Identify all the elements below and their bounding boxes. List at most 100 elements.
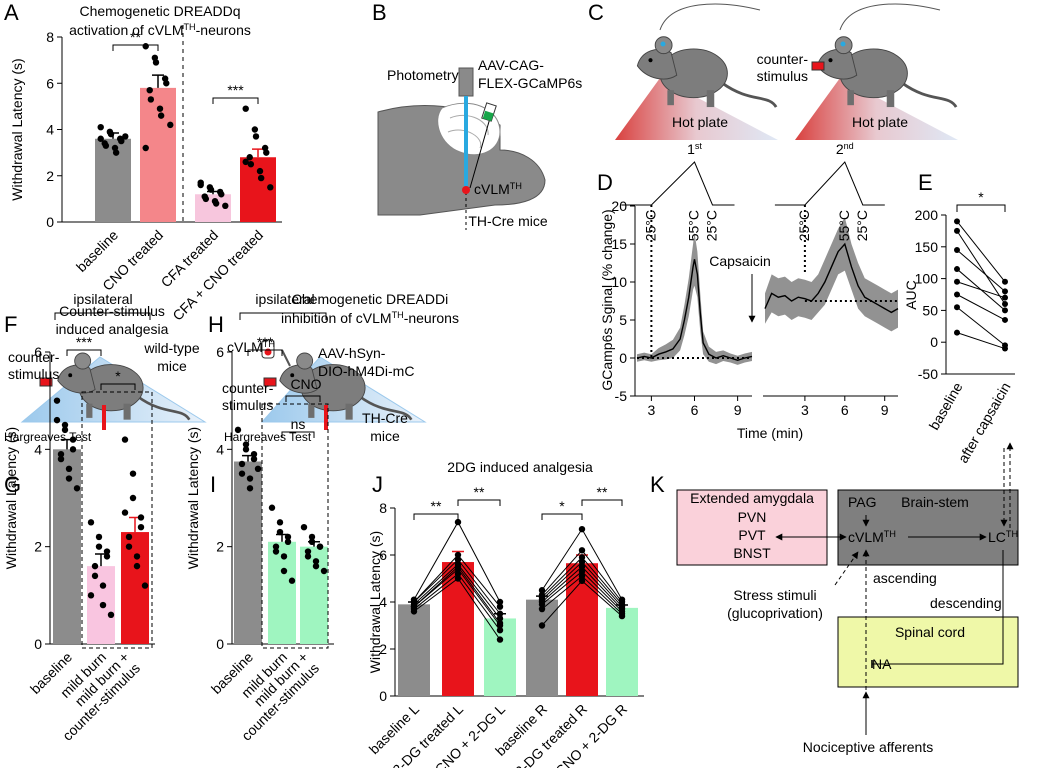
y-axis-label: Withdrawal Latency (s) bbox=[367, 531, 383, 673]
data-point bbox=[91, 562, 99, 570]
segment-label: 1st bbox=[687, 141, 702, 157]
panel-label: J bbox=[372, 472, 383, 497]
x-tick-label: 9 bbox=[734, 402, 742, 418]
data-point bbox=[156, 105, 164, 112]
bracket bbox=[54, 312, 151, 320]
data-point bbox=[147, 96, 155, 103]
data-point bbox=[276, 528, 284, 536]
data-point bbox=[247, 160, 255, 168]
data-point bbox=[256, 167, 264, 175]
data-point bbox=[252, 133, 260, 140]
y-tick-label: 4 bbox=[46, 122, 54, 138]
data-point bbox=[69, 446, 77, 453]
diagram-label: cVLMTH bbox=[227, 339, 275, 355]
text-part: nd bbox=[844, 141, 854, 151]
data-point bbox=[87, 519, 95, 526]
group-box bbox=[261, 403, 329, 649]
y-tick-label: 200 bbox=[915, 207, 939, 223]
bracket bbox=[285, 395, 321, 402]
y-tick-label: 6 bbox=[34, 344, 42, 360]
diagram-label: Hot plate bbox=[852, 114, 908, 130]
data-point bbox=[87, 592, 95, 599]
text-part: TH bbox=[510, 181, 522, 191]
y-tick-label: 100 bbox=[915, 271, 939, 287]
data-point bbox=[65, 475, 73, 482]
y-tick-label: 0 bbox=[930, 334, 938, 350]
diagram-label: Spinal cord bbox=[895, 624, 965, 640]
data-point bbox=[129, 470, 137, 477]
significance-bracket bbox=[956, 204, 1006, 212]
y-tick-label: -50 bbox=[918, 366, 938, 382]
subject-line bbox=[541, 528, 623, 600]
diagram-label: descending bbox=[930, 595, 1002, 611]
significance-bracket bbox=[212, 97, 259, 104]
x-tick-label: baseline bbox=[926, 379, 966, 432]
y-tick-label: 6 bbox=[379, 547, 387, 563]
data-point bbox=[53, 397, 61, 404]
significance-label: *** bbox=[227, 82, 244, 98]
diagram-label: DIO-hM4Di-mC bbox=[318, 363, 414, 379]
data-point bbox=[53, 416, 61, 424]
x-axis-label: Time (min) bbox=[737, 425, 803, 441]
data-point bbox=[1002, 345, 1008, 352]
diagram-label: LCTH bbox=[988, 529, 1018, 545]
diagram-label: Hargreaves Test bbox=[4, 430, 92, 444]
significance-label: ** bbox=[474, 484, 485, 500]
significance-bracket bbox=[541, 513, 583, 520]
bar bbox=[234, 461, 262, 644]
diagram-label: stimulus bbox=[757, 68, 808, 84]
text-part: 2 bbox=[836, 141, 844, 157]
data-point bbox=[125, 543, 133, 550]
diagram-label: cVLMTH bbox=[848, 529, 896, 545]
significance-label: *** bbox=[257, 334, 274, 350]
annotation: CNO bbox=[290, 376, 321, 392]
group-box bbox=[81, 391, 153, 649]
data-point bbox=[121, 509, 129, 516]
subject-line bbox=[956, 221, 1006, 283]
panel-label: F bbox=[4, 312, 17, 337]
data-point bbox=[1002, 288, 1008, 295]
subject-line bbox=[413, 554, 501, 608]
diagram-label: AAV-hSyn- bbox=[318, 345, 386, 361]
significance-bracket bbox=[112, 44, 159, 51]
diagram-label: stimulus bbox=[222, 397, 273, 413]
data-point bbox=[272, 543, 280, 550]
data-point bbox=[1002, 278, 1008, 285]
y-axis-label: Withdrawal Latency (s) bbox=[9, 58, 25, 200]
data-point bbox=[242, 105, 249, 112]
bar bbox=[606, 607, 638, 696]
y-tick-label: 6 bbox=[216, 344, 224, 360]
data-point bbox=[133, 553, 141, 560]
y-tick-label: 15 bbox=[611, 236, 627, 252]
data-point bbox=[163, 80, 170, 87]
significance-label: ** bbox=[597, 484, 608, 500]
panel-label: B bbox=[372, 0, 387, 25]
y-tick-label: 10 bbox=[611, 274, 627, 290]
panel-label: A bbox=[4, 0, 19, 25]
significance-bracket bbox=[66, 349, 102, 356]
diagram-label: counter- bbox=[8, 349, 60, 365]
temperature-label: 55°C bbox=[836, 210, 852, 241]
significance-bracket bbox=[457, 499, 501, 506]
data-point bbox=[102, 142, 110, 149]
data-point bbox=[254, 465, 262, 472]
y-tick-label: 0 bbox=[216, 636, 224, 652]
bar bbox=[526, 599, 558, 696]
subject-line bbox=[541, 570, 623, 612]
y-tick-label: 2 bbox=[379, 641, 387, 657]
data-point bbox=[122, 133, 129, 140]
subject-line bbox=[413, 566, 501, 624]
diagram-label: ascending bbox=[873, 570, 937, 586]
data-point bbox=[284, 533, 292, 541]
diagram-label: Nociceptive afferents bbox=[803, 739, 933, 755]
hargreaves-schematic bbox=[20, 351, 207, 430]
subject-line bbox=[413, 558, 501, 615]
y-tick-label: 4 bbox=[379, 594, 387, 610]
data-point bbox=[234, 426, 242, 434]
data-point bbox=[304, 548, 312, 555]
data-point bbox=[142, 144, 149, 152]
segment-label: 2nd bbox=[836, 141, 854, 157]
data-point bbox=[57, 455, 65, 463]
subject-line bbox=[413, 563, 501, 619]
subject-line bbox=[541, 561, 623, 608]
